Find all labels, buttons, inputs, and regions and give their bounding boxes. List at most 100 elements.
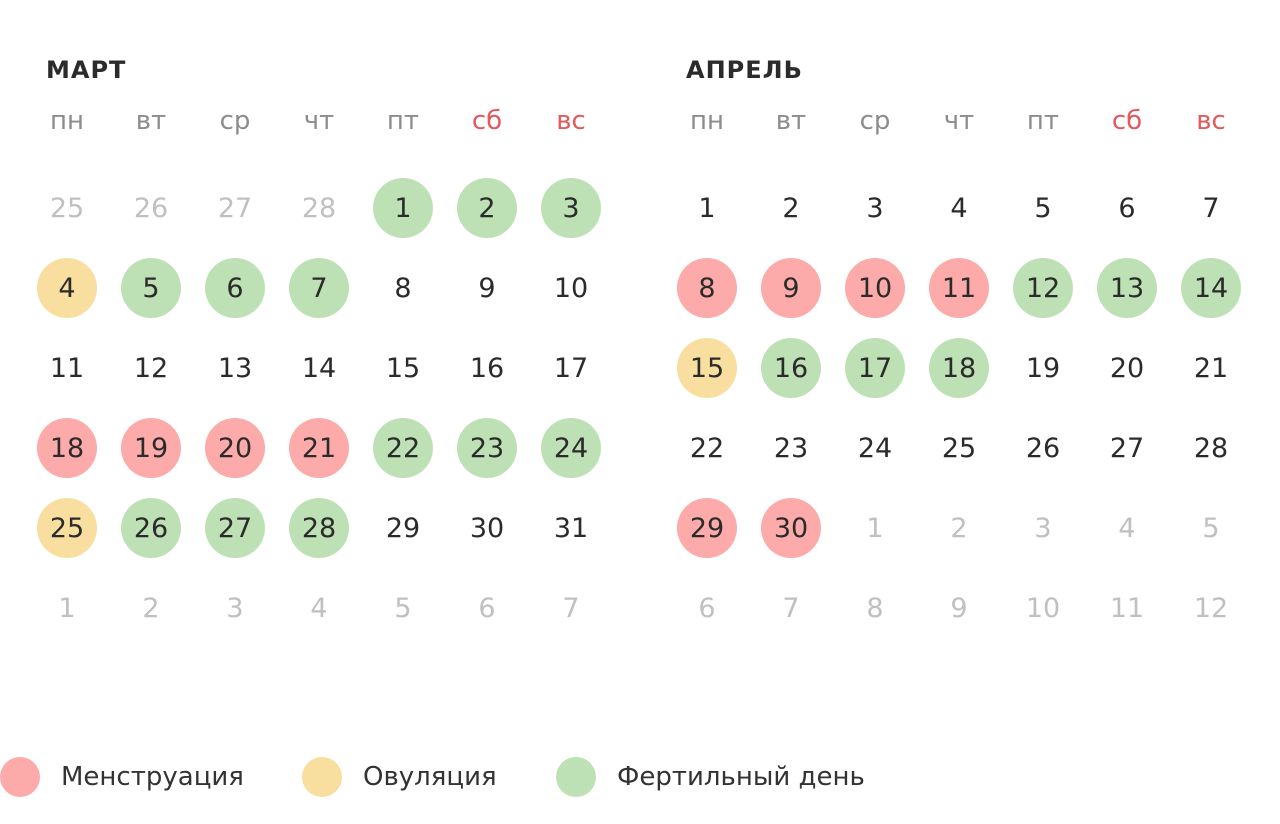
calendar-day[interactable]: 12 xyxy=(109,328,193,408)
calendar-day-fertile[interactable]: 17 xyxy=(833,328,917,408)
calendar-day-fertile[interactable]: 13 xyxy=(1085,248,1169,328)
calendar-day-fertile[interactable]: 3 xyxy=(529,168,613,248)
calendar-day-fertile[interactable]: 27 xyxy=(193,488,277,568)
calendar-day[interactable]: 21 xyxy=(1169,328,1253,408)
calendar-day-outside-month[interactable]: 10 xyxy=(1001,568,1085,648)
calendar-day-fertile[interactable]: 24 xyxy=(529,408,613,488)
day-number: 11 xyxy=(1109,592,1145,624)
calendar-day[interactable]: 3 xyxy=(833,168,917,248)
days-grid: 25 26 27 28 1 2 3 4 5 6 7 8 9 10 11 12 13 14 15 16 17 18 19 20 2… xyxy=(25,168,613,648)
calendar-day[interactable]: 31 xyxy=(529,488,613,568)
calendar-day-outside-month[interactable]: 11 xyxy=(1085,568,1169,648)
calendar-day-fertile[interactable]: 28 xyxy=(277,488,361,568)
calendar-day-outside-month[interactable]: 4 xyxy=(277,568,361,648)
calendar-day-ovulation[interactable]: 4 xyxy=(25,248,109,328)
calendar-day-menstruation[interactable]: 11 xyxy=(917,248,1001,328)
calendar-day-outside-month[interactable]: 7 xyxy=(529,568,613,648)
calendar-day[interactable]: 7 xyxy=(1169,168,1253,248)
calendar-day-fertile[interactable]: 16 xyxy=(749,328,833,408)
calendar-day-outside-month[interactable]: 3 xyxy=(1001,488,1085,568)
calendar-day[interactable]: 6 xyxy=(1085,168,1169,248)
calendar-day-outside-month[interactable]: 25 xyxy=(25,168,109,248)
calendar-day-menstruation[interactable]: 19 xyxy=(109,408,193,488)
calendar-day-ovulation[interactable]: 25 xyxy=(25,488,109,568)
calendar-day-fertile[interactable]: 5 xyxy=(109,248,193,328)
calendar-day-outside-month[interactable]: 27 xyxy=(193,168,277,248)
calendar-day-outside-month[interactable]: 9 xyxy=(917,568,1001,648)
calendar-day[interactable]: 10 xyxy=(529,248,613,328)
day-number: 12 xyxy=(1013,258,1073,318)
calendar-day[interactable]: 25 xyxy=(917,408,1001,488)
day-number: 1 xyxy=(866,512,884,544)
weekday-fri: пт xyxy=(386,106,420,136)
calendar-day[interactable]: 8 xyxy=(361,248,445,328)
calendar-day[interactable]: 14 xyxy=(277,328,361,408)
day-number: 3 xyxy=(866,192,884,224)
calendar-day-fertile[interactable]: 23 xyxy=(445,408,529,488)
calendar-day-fertile[interactable]: 22 xyxy=(361,408,445,488)
calendar-day-outside-month[interactable]: 12 xyxy=(1169,568,1253,648)
calendar-day-menstruation[interactable]: 10 xyxy=(833,248,917,328)
calendar-day-menstruation[interactable]: 8 xyxy=(665,248,749,328)
calendar-day-fertile[interactable]: 14 xyxy=(1169,248,1253,328)
calendar-day-outside-month[interactable]: 4 xyxy=(1085,488,1169,568)
day-number: 15 xyxy=(385,352,421,384)
calendar-day-menstruation[interactable]: 30 xyxy=(749,488,833,568)
calendar-day[interactable]: 5 xyxy=(1001,168,1085,248)
calendar-day[interactable]: 29 xyxy=(361,488,445,568)
day-number: 4 xyxy=(310,592,328,624)
calendar-day-fertile[interactable]: 18 xyxy=(917,328,1001,408)
calendar-day[interactable]: 23 xyxy=(749,408,833,488)
calendar-day-fertile[interactable]: 6 xyxy=(193,248,277,328)
calendar-day-menstruation[interactable]: 18 xyxy=(25,408,109,488)
calendar-day-ovulation[interactable]: 15 xyxy=(665,328,749,408)
calendar-day-outside-month[interactable]: 1 xyxy=(25,568,109,648)
calendar-day-outside-month[interactable]: 1 xyxy=(833,488,917,568)
legend-label: Менструация xyxy=(61,762,244,792)
calendar-day-menstruation[interactable]: 20 xyxy=(193,408,277,488)
calendar-day[interactable]: 30 xyxy=(445,488,529,568)
calendar-day-outside-month[interactable]: 5 xyxy=(361,568,445,648)
calendar-day-menstruation[interactable]: 29 xyxy=(665,488,749,568)
calendar-day-outside-month[interactable]: 6 xyxy=(665,568,749,648)
calendar-day-menstruation[interactable]: 9 xyxy=(749,248,833,328)
calendar-day[interactable]: 24 xyxy=(833,408,917,488)
calendar-day-outside-month[interactable]: 28 xyxy=(277,168,361,248)
menstruation-dot-icon xyxy=(0,757,40,797)
calendar-day[interactable]: 27 xyxy=(1085,408,1169,488)
calendar-day-outside-month[interactable]: 2 xyxy=(917,488,1001,568)
calendar-day[interactable]: 1 xyxy=(665,168,749,248)
day-number: 26 xyxy=(1025,432,1061,464)
calendar-day[interactable]: 28 xyxy=(1169,408,1253,488)
day-number: 20 xyxy=(1109,352,1145,384)
calendar-day-fertile[interactable]: 2 xyxy=(445,168,529,248)
day-number: 29 xyxy=(385,512,421,544)
weekday-sat: сб xyxy=(471,106,503,136)
calendar-day[interactable]: 20 xyxy=(1085,328,1169,408)
calendar-day[interactable]: 9 xyxy=(445,248,529,328)
calendar-day[interactable]: 19 xyxy=(1001,328,1085,408)
calendar-day[interactable]: 17 xyxy=(529,328,613,408)
calendar-day[interactable]: 16 xyxy=(445,328,529,408)
calendar-day[interactable]: 2 xyxy=(749,168,833,248)
day-number: 18 xyxy=(37,418,97,478)
calendar-month-march: МАРТ пн вт ср чт пт сб вс 25 26 27 28 1 2 3 4 5 6… xyxy=(25,50,613,648)
calendar-day-fertile[interactable]: 26 xyxy=(109,488,193,568)
calendar-day-fertile[interactable]: 12 xyxy=(1001,248,1085,328)
calendar-day-outside-month[interactable]: 26 xyxy=(109,168,193,248)
calendar-day[interactable]: 15 xyxy=(361,328,445,408)
calendar-day-outside-month[interactable]: 2 xyxy=(109,568,193,648)
calendar-day-outside-month[interactable]: 8 xyxy=(833,568,917,648)
calendar-day-fertile[interactable]: 1 xyxy=(361,168,445,248)
calendar-day-menstruation[interactable]: 21 xyxy=(277,408,361,488)
calendar-day-outside-month[interactable]: 3 xyxy=(193,568,277,648)
calendar-day[interactable]: 22 xyxy=(665,408,749,488)
calendar-day[interactable]: 26 xyxy=(1001,408,1085,488)
calendar-day-fertile[interactable]: 7 xyxy=(277,248,361,328)
calendar-day-outside-month[interactable]: 5 xyxy=(1169,488,1253,568)
calendar-day-outside-month[interactable]: 6 xyxy=(445,568,529,648)
calendar-day[interactable]: 13 xyxy=(193,328,277,408)
calendar-day-outside-month[interactable]: 7 xyxy=(749,568,833,648)
calendar-day[interactable]: 4 xyxy=(917,168,1001,248)
calendar-day[interactable]: 11 xyxy=(25,328,109,408)
